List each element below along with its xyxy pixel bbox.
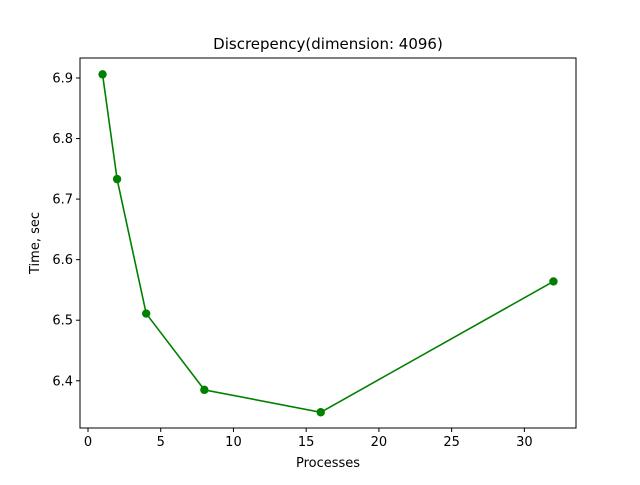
data-point [141, 309, 151, 318]
data-point [316, 408, 325, 417]
x-tick-label: 5 [157, 435, 165, 450]
y-tick-label: 6.5 [52, 314, 73, 329]
series-line [101, 74, 554, 414]
y-tick-label: 6.4 [52, 374, 73, 389]
y-axis-label: Time, sec [28, 212, 43, 275]
x-tick-label: 30 [516, 435, 533, 450]
x-tick-label: 15 [298, 435, 315, 450]
y-tick-label: 6.6 [52, 253, 73, 268]
x-tick-label: 0 [84, 435, 92, 450]
data-point [200, 385, 209, 395]
chart-title: Discrepency(dimension: 4096) [213, 35, 443, 53]
y-tick-label: 6.8 [52, 132, 73, 147]
y-tick-label: 6.7 [52, 193, 73, 208]
x-tick-label: 10 [225, 435, 242, 450]
x-axis-label: Processes [296, 456, 360, 471]
data-point [112, 174, 122, 184]
y-tick-label: 6.9 [52, 71, 73, 86]
data-point [98, 70, 107, 79]
plot-frame [79, 57, 577, 429]
x-tick-label: 20 [371, 435, 388, 450]
axes-layer: 0 5 10 15 20 25 30 6.4 6.5 6.6 6.7 6.8 6.9 [52, 71, 532, 450]
series-layer [98, 70, 558, 417]
x-tick-label: 25 [443, 435, 460, 450]
data-point [549, 277, 558, 286]
